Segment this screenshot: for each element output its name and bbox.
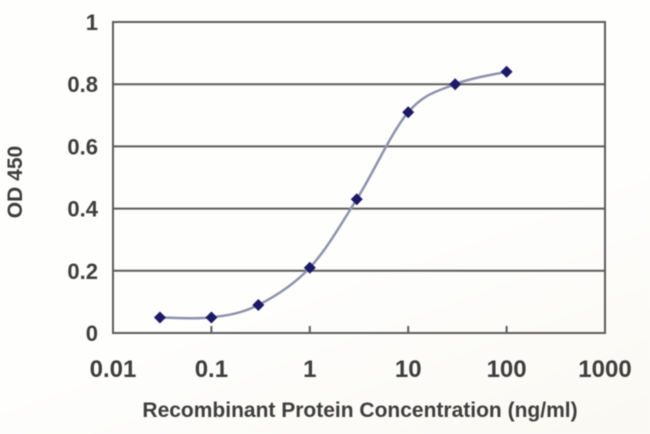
data-point-marker (252, 299, 265, 312)
x-axis-tick-label: 100 (487, 356, 527, 383)
y-axis-tick-label: 1 (86, 10, 98, 35)
data-point-marker (402, 106, 415, 119)
data-point-marker (449, 78, 462, 91)
y-axis-tick-label: 0 (86, 321, 98, 346)
data-point-marker (153, 311, 166, 324)
data-point-marker (350, 193, 363, 206)
x-axis-tick-label: 1 (303, 356, 316, 383)
x-axis-tick-label: 0.1 (195, 356, 228, 383)
data-point-marker (205, 311, 218, 324)
data-series-line (158, 70, 508, 320)
data-point-marker (500, 65, 513, 78)
x-axis-tick-label: 1000 (578, 356, 631, 383)
y-axis-tick-label: 0.6 (67, 134, 98, 159)
y-axis-tick-label: 0.2 (67, 259, 98, 284)
x-axis-title: Recombinant Protein Concentration (ng/ml… (142, 399, 577, 422)
data-point-marker (303, 261, 316, 274)
y-axis-title: OD 450 (4, 146, 27, 218)
plot-area: 0 0.2 0.4 0.6 0.8 1 0.01 0.1 1 10 100 1000 (67, 10, 631, 383)
y-axis-tick-label: 0.8 (67, 72, 98, 97)
plot-border (112, 21, 606, 334)
x-axis-tick-label: 0.01 (90, 356, 137, 383)
y-axis-tick-label: 0.4 (67, 197, 98, 222)
x-axis-tick-label: 10 (395, 356, 422, 383)
